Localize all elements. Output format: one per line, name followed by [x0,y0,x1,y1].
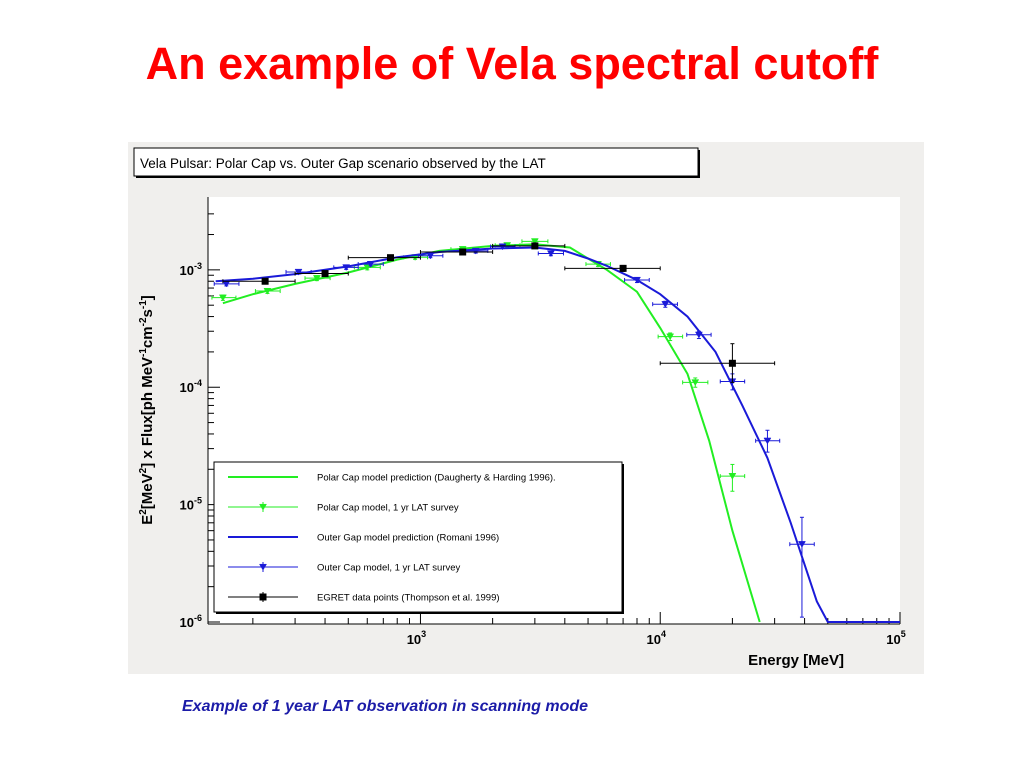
legend-entry: Polar Cap model prediction (Daugherty & … [228,473,556,484]
data-point [537,250,565,258]
legend-square-marker [259,593,267,601]
x-axis-title: Energy [MeV] [748,652,844,669]
series-2 [215,246,900,623]
triangle-marker [763,437,772,445]
square-marker [386,254,394,262]
legend-entry: Outer Cap model, 1 yr LAT survey [228,562,461,574]
data-point [347,254,421,262]
series-3 [213,243,815,618]
data-point [213,280,240,288]
triangle-marker [798,541,806,548]
legend-shadow [622,464,624,614]
legend-triangle-marker [259,563,267,571]
data-point [682,377,709,388]
triangle-marker [312,275,321,282]
y-axis-title: E2[MeV2] x Flux[ph MeV-1cm-2s-1] [138,295,156,525]
legend-entry: EGRET data points (Thompson et al. 1999) [228,592,500,604]
data-point [254,287,281,295]
square-marker [321,270,329,278]
triangle-marker [218,294,227,302]
data-point [490,243,516,251]
legend-shadow [216,612,624,614]
legend-triangle-marker [259,503,267,511]
legend-label: Outer Gap model prediction (Romani 1996) [317,533,499,544]
y-tick-label: 10-6 [180,613,202,630]
triangle-marker [728,473,737,480]
legend-label: Polar Cap model, 1 yr LAT survey [317,503,459,514]
x-tick-label: 105 [886,629,905,647]
y-tick-label: 10-5 [180,496,202,513]
triangle-marker [498,243,507,251]
data-point [657,332,684,342]
square-marker [619,264,627,272]
data-point [624,276,650,284]
legend-label: Outer Cap model, 1 yr LAT survey [317,563,461,574]
triangle-marker [530,238,539,245]
chart-title-box: Vela Pulsar: Polar Cap vs. Outer Gap sce… [133,147,700,178]
triangle-marker [694,331,703,339]
triangle-marker [661,301,670,308]
data-point [789,516,815,618]
data-point [304,275,331,282]
data-point [357,261,384,268]
legend-entry: Outer Gap model prediction (Romani 1996) [228,533,499,544]
triangle-marker [633,276,641,284]
chart-title: Vela Pulsar: Polar Cap vs. Outer Gap sce… [140,156,546,171]
model-curve [215,246,900,623]
square-marker [459,248,467,256]
triangle-marker [263,287,272,295]
legend-label: EGRET data points (Thompson et al. 1999) [317,593,500,604]
data-point [652,300,678,308]
square-marker [261,277,269,285]
series-4 [222,242,776,383]
data-point [419,248,494,256]
triangle-marker [666,333,675,341]
data-point [659,343,776,383]
triangle-marker [691,379,700,387]
data-point [686,330,712,340]
y-tick-label: 10-4 [180,378,202,395]
triangle-marker [471,247,480,255]
data-point [211,294,237,302]
x-tick-label: 103 [407,629,426,647]
data-point [333,264,359,272]
data-point [755,429,781,453]
data-point [294,270,349,278]
data-point [417,252,444,260]
square-marker [531,242,539,250]
triangle-marker [546,250,555,258]
triangle-marker [294,268,303,276]
x-tick-label: 104 [646,629,665,647]
data-point [492,242,566,250]
chart-panel: Vela Pulsar: Polar Cap vs. Outer Gap sce… [128,142,924,674]
triangle-marker [426,252,435,260]
legend-entry: Polar Cap model, 1 yr LAT survey [228,502,459,514]
triangle-marker [366,261,375,268]
square-marker [728,359,736,367]
spectrum-chart: Vela Pulsar: Polar Cap vs. Outer Gap sce… [133,147,906,669]
slide-title: An example of Vela spectral cutoff [145,38,879,89]
legend-label: Polar Cap model prediction (Daugherty & … [317,473,556,484]
y-tick-label: 10-3 [180,261,202,278]
triangle-marker [342,264,351,272]
data-point [222,277,296,285]
slide-caption: Example of 1 year LAT observation in sca… [182,698,589,715]
data-point [564,264,661,272]
data-point [719,463,746,492]
